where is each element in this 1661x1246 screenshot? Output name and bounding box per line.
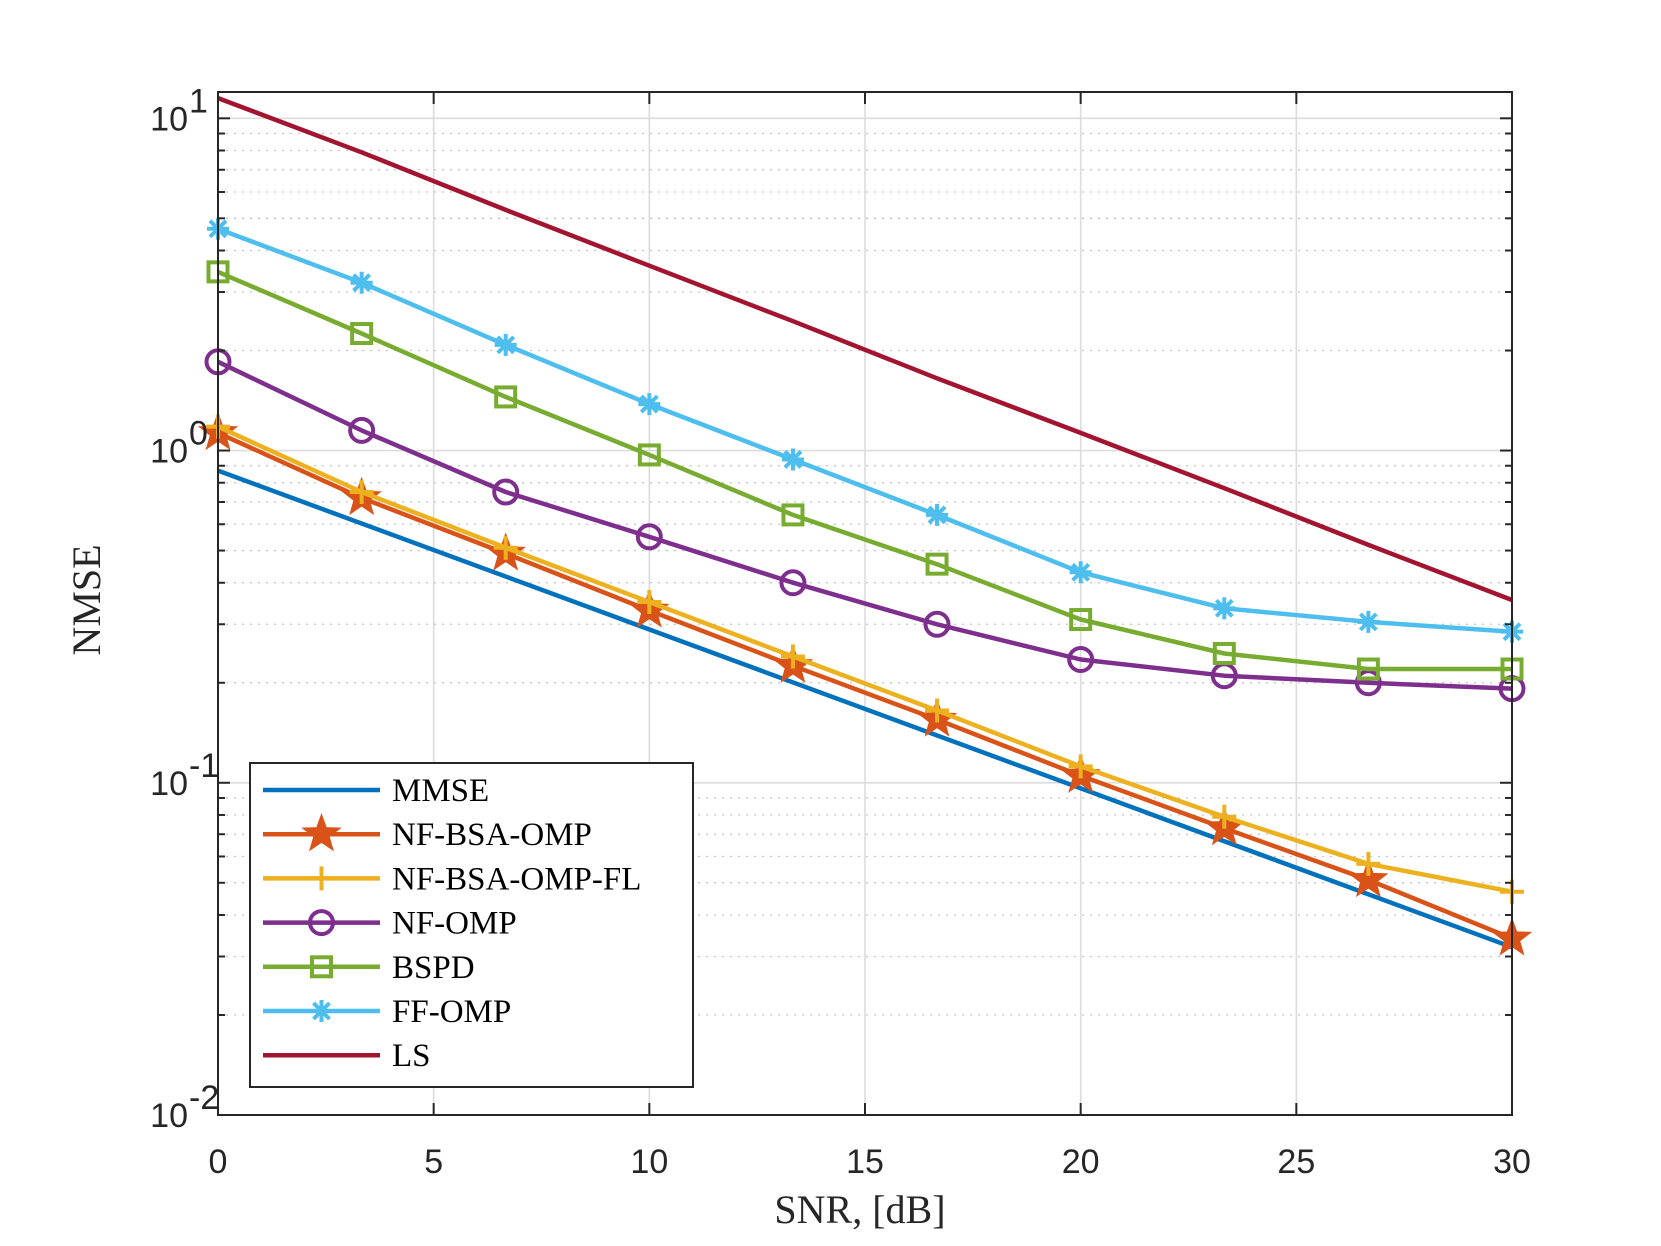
series-ls bbox=[217, 95, 1513, 603]
legend-nf-omp: NF-OMP bbox=[263, 906, 517, 942]
legend-nf-bsa-omp-marker bbox=[301, 812, 342, 852]
x-tick-label: 20 bbox=[1062, 1143, 1100, 1181]
series-nf-bsa-omp-fl-marker bbox=[925, 698, 950, 723]
series-nf-bsa-omp-fl-marker bbox=[1356, 851, 1381, 876]
legend-nf-omp-marker bbox=[308, 909, 335, 937]
x-tick-label: 10 bbox=[630, 1143, 668, 1181]
legend-nf-bsa-omp-label: NF-BSA-OMP bbox=[392, 817, 592, 853]
series-ff-omp-marker bbox=[1213, 597, 1236, 620]
series-nf-bsa-omp-fl-marker bbox=[637, 590, 662, 615]
series-bspd-marker bbox=[1356, 657, 1380, 681]
series-nf-bsa-omp-fl bbox=[206, 414, 1524, 904]
series-nf-omp-marker bbox=[1354, 669, 1382, 697]
series-nf-omp-line bbox=[217, 359, 1513, 691]
series-bspd-marker bbox=[350, 322, 374, 346]
series-bspd-line bbox=[217, 269, 1512, 672]
series-nf-bsa-omp-fl-marker bbox=[1212, 804, 1237, 829]
legend-bspd: BSPD bbox=[263, 950, 475, 986]
series-nf-omp-marker bbox=[1067, 645, 1095, 673]
series-nf-bsa-omp-fl-marker bbox=[493, 535, 518, 560]
legend-ff-omp: FF-OMP bbox=[263, 994, 511, 1030]
x-tick-label: 15 bbox=[846, 1143, 884, 1181]
y-tick-label-exponent: -1 bbox=[189, 747, 219, 785]
series-nf-omp-marker bbox=[348, 416, 376, 444]
y-tick-label: 10 bbox=[150, 100, 188, 138]
legend-ff-omp-label: FF-OMP bbox=[392, 994, 511, 1030]
series-nf-omp-marker bbox=[923, 610, 951, 638]
legend-mmse: MMSE bbox=[263, 773, 489, 809]
series-bspd-marker bbox=[1069, 608, 1093, 632]
legend-bspd-marker bbox=[310, 955, 333, 979]
series-bspd-marker bbox=[494, 385, 518, 409]
series-bspd-marker bbox=[781, 503, 805, 527]
legend-nf-bsa-omp-fl-marker bbox=[309, 866, 334, 891]
x-tick-label: 30 bbox=[1493, 1143, 1531, 1181]
legend-nf-bsa-omp-fl-label: NF-BSA-OMP-FL bbox=[392, 861, 641, 897]
series-ff-omp-marker bbox=[350, 271, 373, 294]
series-nf-omp-marker bbox=[492, 478, 520, 506]
series-nf-omp-marker bbox=[635, 523, 663, 551]
series-nf-bsa-omp-fl-marker bbox=[1068, 754, 1093, 779]
series-bspd bbox=[206, 260, 1524, 681]
series-ff-omp-marker bbox=[494, 333, 517, 356]
series-nf-omp bbox=[204, 348, 1526, 703]
series-nf-bsa-omp-fl-line bbox=[217, 424, 1513, 894]
series-bspd-marker bbox=[925, 552, 949, 576]
x-tick-label: 0 bbox=[209, 1143, 228, 1181]
series-ff-omp-marker bbox=[781, 448, 804, 471]
series-ff-omp-marker bbox=[1069, 561, 1092, 584]
series-nf-omp-marker bbox=[779, 569, 807, 597]
series-ff-omp-marker bbox=[926, 503, 949, 526]
series-nf-bsa-omp-fl-marker bbox=[780, 644, 805, 669]
legend-ff-omp-marker bbox=[310, 1000, 333, 1022]
legend-ls: LS bbox=[263, 1038, 431, 1074]
series-ff-omp-marker bbox=[638, 393, 661, 416]
y-tick-label: 10 bbox=[150, 765, 188, 803]
legend-nf-bsa-omp: NF-BSA-OMP bbox=[263, 812, 592, 853]
x-tick-label: 5 bbox=[424, 1143, 443, 1181]
series-ls-line bbox=[217, 95, 1513, 603]
series-mmse bbox=[217, 468, 1513, 950]
legend-mmse-label: MMSE bbox=[392, 773, 489, 809]
x-axis-label: SNR, [dB] bbox=[774, 1187, 945, 1232]
y-tick-label: 10 bbox=[150, 1097, 188, 1135]
legend-nf-bsa-omp-fl: NF-BSA-OMP-FL bbox=[263, 861, 641, 897]
legend-ls-label: LS bbox=[392, 1038, 431, 1074]
legend-box bbox=[249, 762, 694, 1088]
series-nf-bsa-omp-line bbox=[217, 430, 1513, 941]
series-mmse-line bbox=[217, 468, 1513, 950]
y-tick-label-exponent: 1 bbox=[189, 82, 208, 120]
series-bspd-marker bbox=[637, 443, 661, 467]
y-axis-label: NMSE bbox=[64, 544, 109, 655]
series-ff-omp-marker bbox=[1357, 610, 1380, 633]
series-bspd-marker bbox=[1212, 641, 1236, 665]
series-nf-bsa-omp-fl-marker bbox=[349, 480, 374, 505]
y-tick-label-exponent: -2 bbox=[189, 1079, 219, 1117]
legend-nf-omp-label: NF-OMP bbox=[392, 906, 517, 942]
y-tick-label-exponent: 0 bbox=[189, 415, 208, 453]
legend-bspd-label: BSPD bbox=[392, 950, 475, 986]
series-nf-bsa-omp-marker bbox=[1348, 858, 1389, 898]
x-tick-label: 25 bbox=[1277, 1143, 1315, 1181]
y-tick-label: 10 bbox=[150, 433, 188, 471]
series-ff-omp-line bbox=[217, 226, 1513, 634]
